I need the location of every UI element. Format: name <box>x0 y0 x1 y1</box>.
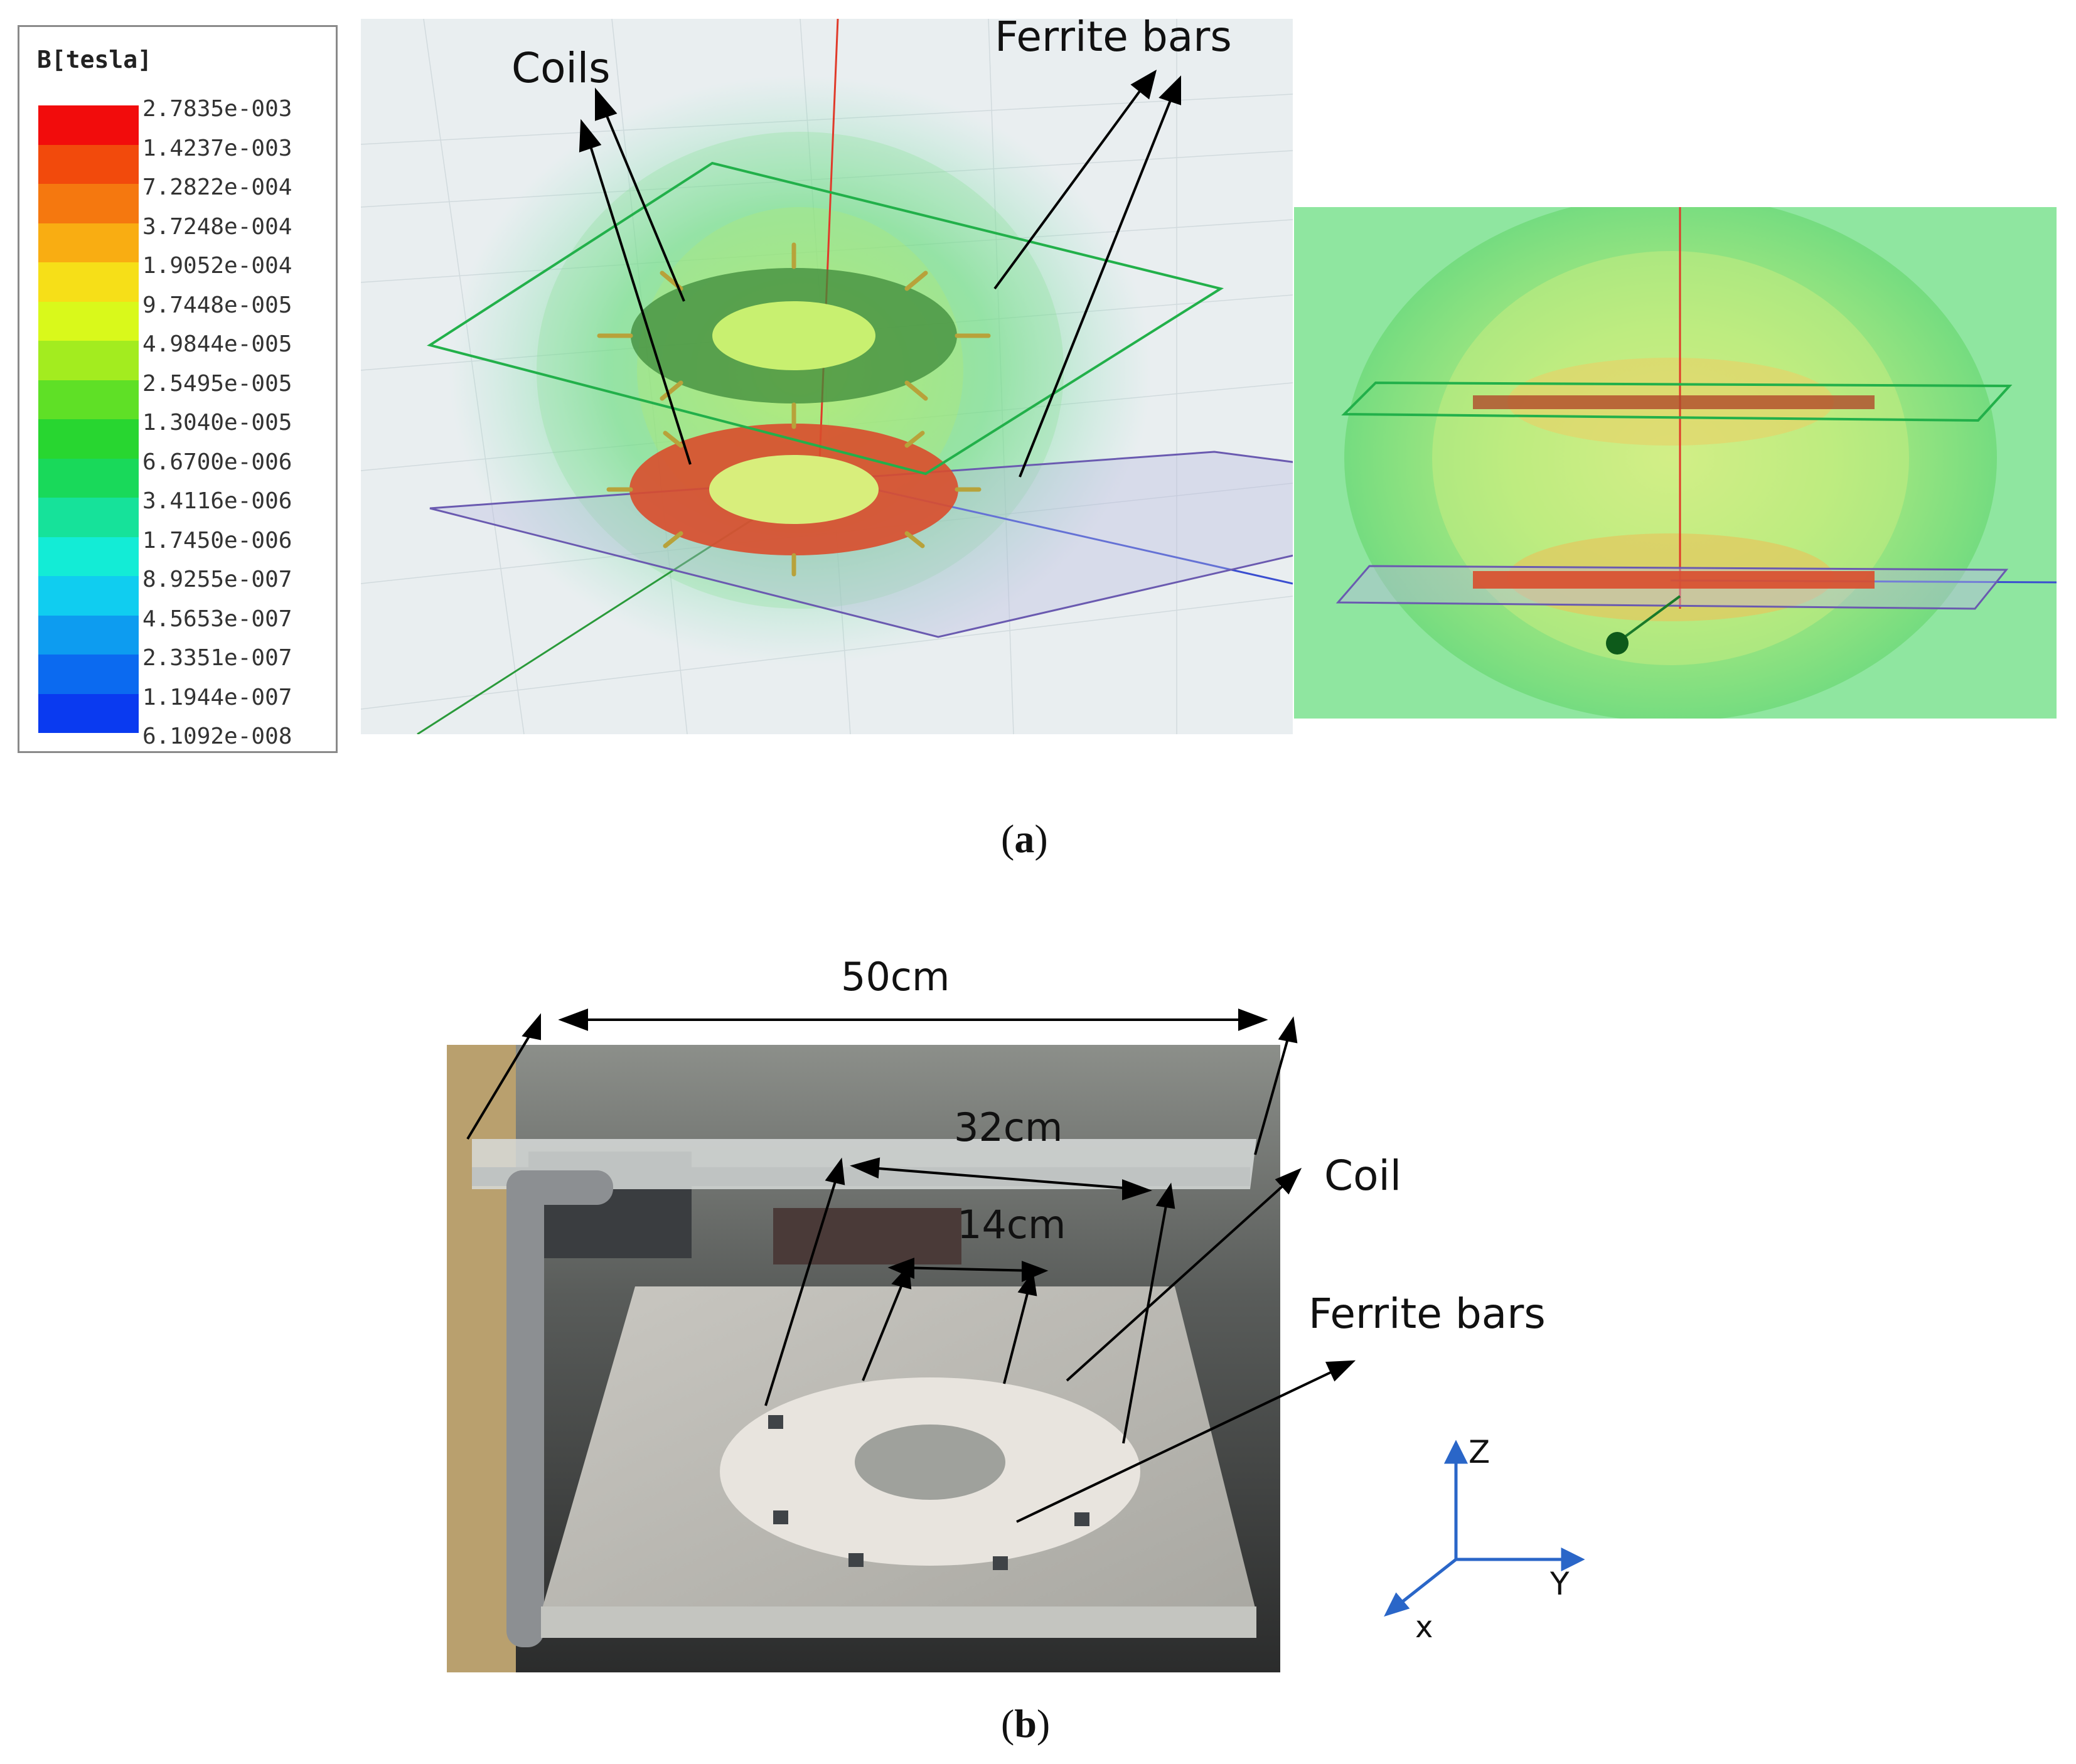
legend-value-label: 1.7450e-006 <box>142 527 292 553</box>
legend-value-label: 4.5653e-007 <box>142 606 292 632</box>
legend-value-label: 1.9052e-004 <box>142 253 292 279</box>
coil-annotation: Coil <box>1324 1152 1402 1200</box>
legend-value-label: 3.7248e-004 <box>142 213 292 240</box>
legend-value-label: 6.1092e-008 <box>142 724 292 749</box>
simulation-side-graphic <box>1294 207 2057 719</box>
legend-swatch <box>38 498 139 537</box>
legend-value-label: 1.4237e-003 <box>142 135 292 161</box>
legend-value-label: 6.6700e-006 <box>142 449 292 475</box>
legend-value-label: 4.9844e-005 <box>142 331 292 357</box>
legend-value-label: 9.7448e-005 <box>142 292 292 318</box>
legend-value-label: 1.3040e-005 <box>142 410 292 436</box>
legend-swatch <box>38 537 139 576</box>
ferrite-bars-annotation-a: Ferrite bars <box>995 19 1232 61</box>
axis-z-label: Z <box>1469 1434 1490 1470</box>
legend-swatch <box>38 341 139 380</box>
legend-value-label: 2.3351e-007 <box>142 645 292 671</box>
legend-labels: 2.7835e-003 1.4237e-003 7.2822e-004 3.7248e… <box>142 90 337 757</box>
legend-swatch <box>38 693 139 733</box>
dim-50cm-label: 50cm <box>841 954 950 1000</box>
legend-value-label: 8.9255e-007 <box>142 567 292 592</box>
legend-value-label: 7.2822e-004 <box>142 174 292 200</box>
dim-14cm-label: 14cm <box>957 1202 1066 1248</box>
coils-annotation: Coils <box>511 44 611 92</box>
legend-value-label: 2.7835e-003 <box>142 96 292 122</box>
legend-swatch <box>38 615 139 655</box>
ferrite-bars-annotation-b: Ferrite bars <box>1308 1290 1546 1338</box>
dim-32cm-label: 32cm <box>954 1104 1063 1150</box>
legend-swatch <box>38 458 139 498</box>
legend-value-label: 2.5495e-005 <box>142 370 292 397</box>
legend-swatch <box>38 301 139 341</box>
legend-swatch <box>38 655 139 694</box>
legend-swatch <box>38 576 139 616</box>
legend-color-scale <box>38 105 139 733</box>
legend-title: B[tesla] <box>37 46 152 73</box>
legend-swatch <box>38 419 139 459</box>
simulation-3d-view: Coils Ferrite bars <box>361 19 1293 734</box>
legend-value-label: 1.1944e-007 <box>142 684 292 710</box>
axis-x-label: x <box>1415 1610 1433 1645</box>
legend-value-label: 3.4116e-006 <box>142 488 292 514</box>
legend-swatch <box>38 223 139 262</box>
simulation-3d-graphic <box>361 19 1293 734</box>
legend-swatch <box>38 105 139 145</box>
caption-b: (b) <box>1001 1701 1051 1746</box>
simulation-side-view <box>1294 207 2057 719</box>
prototype-photo <box>447 1045 1280 1672</box>
legend-swatch <box>38 262 139 302</box>
legend-swatch <box>38 184 139 223</box>
prototype-photo-graphic <box>447 1045 1280 1672</box>
field-legend: B[tesla] 2.7835e-003 1.4237e-003 7.2822e-0… <box>18 25 338 753</box>
caption-a: (a) <box>1001 816 1048 861</box>
axis-y-label: Y <box>1550 1566 1570 1602</box>
legend-swatch <box>38 380 139 419</box>
legend-swatch <box>38 144 139 184</box>
